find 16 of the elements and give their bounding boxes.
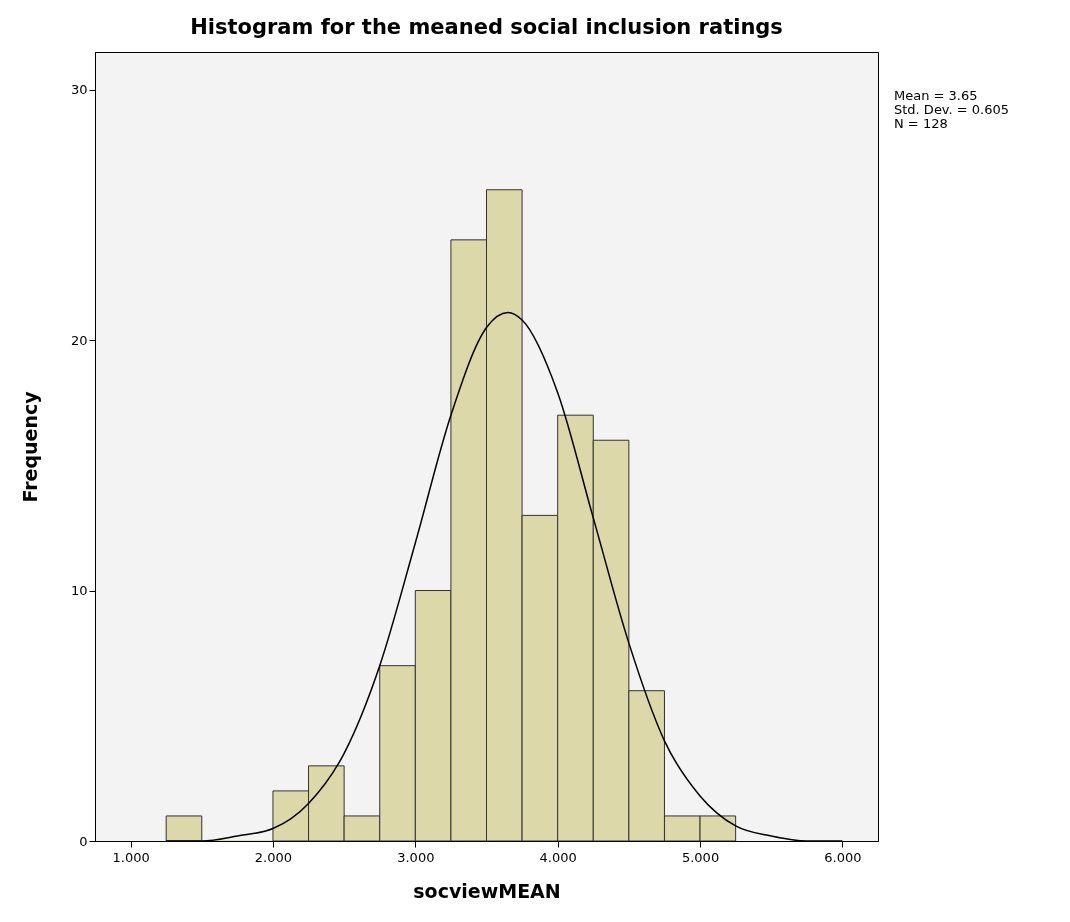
x-tick-label: 5.000 xyxy=(681,849,720,865)
y-tick-label: 20 xyxy=(70,332,88,348)
text: N = 128 xyxy=(894,116,948,131)
y-tick-label: 10 xyxy=(70,583,88,599)
text: Std. Dev. = 0.605 xyxy=(894,102,1010,117)
chart-title: Histogram for the meaned social inclusion ratings xyxy=(190,15,783,39)
y-axis-title: Frequency xyxy=(18,390,41,503)
x-tick-label: 4.000 xyxy=(539,849,577,865)
x-tick-label: 6.000 xyxy=(824,849,862,865)
text: Mean = 3.65 xyxy=(894,88,978,103)
y-tick-label: 0 xyxy=(79,833,88,849)
x-tick-label: 1.000 xyxy=(112,849,150,865)
y-tick-label: 30 xyxy=(70,82,88,98)
x-tick-label: 3.000 xyxy=(397,849,435,865)
x-axis-title: socviewMEAN xyxy=(413,879,561,902)
x-tick-label: 2.000 xyxy=(254,849,293,865)
